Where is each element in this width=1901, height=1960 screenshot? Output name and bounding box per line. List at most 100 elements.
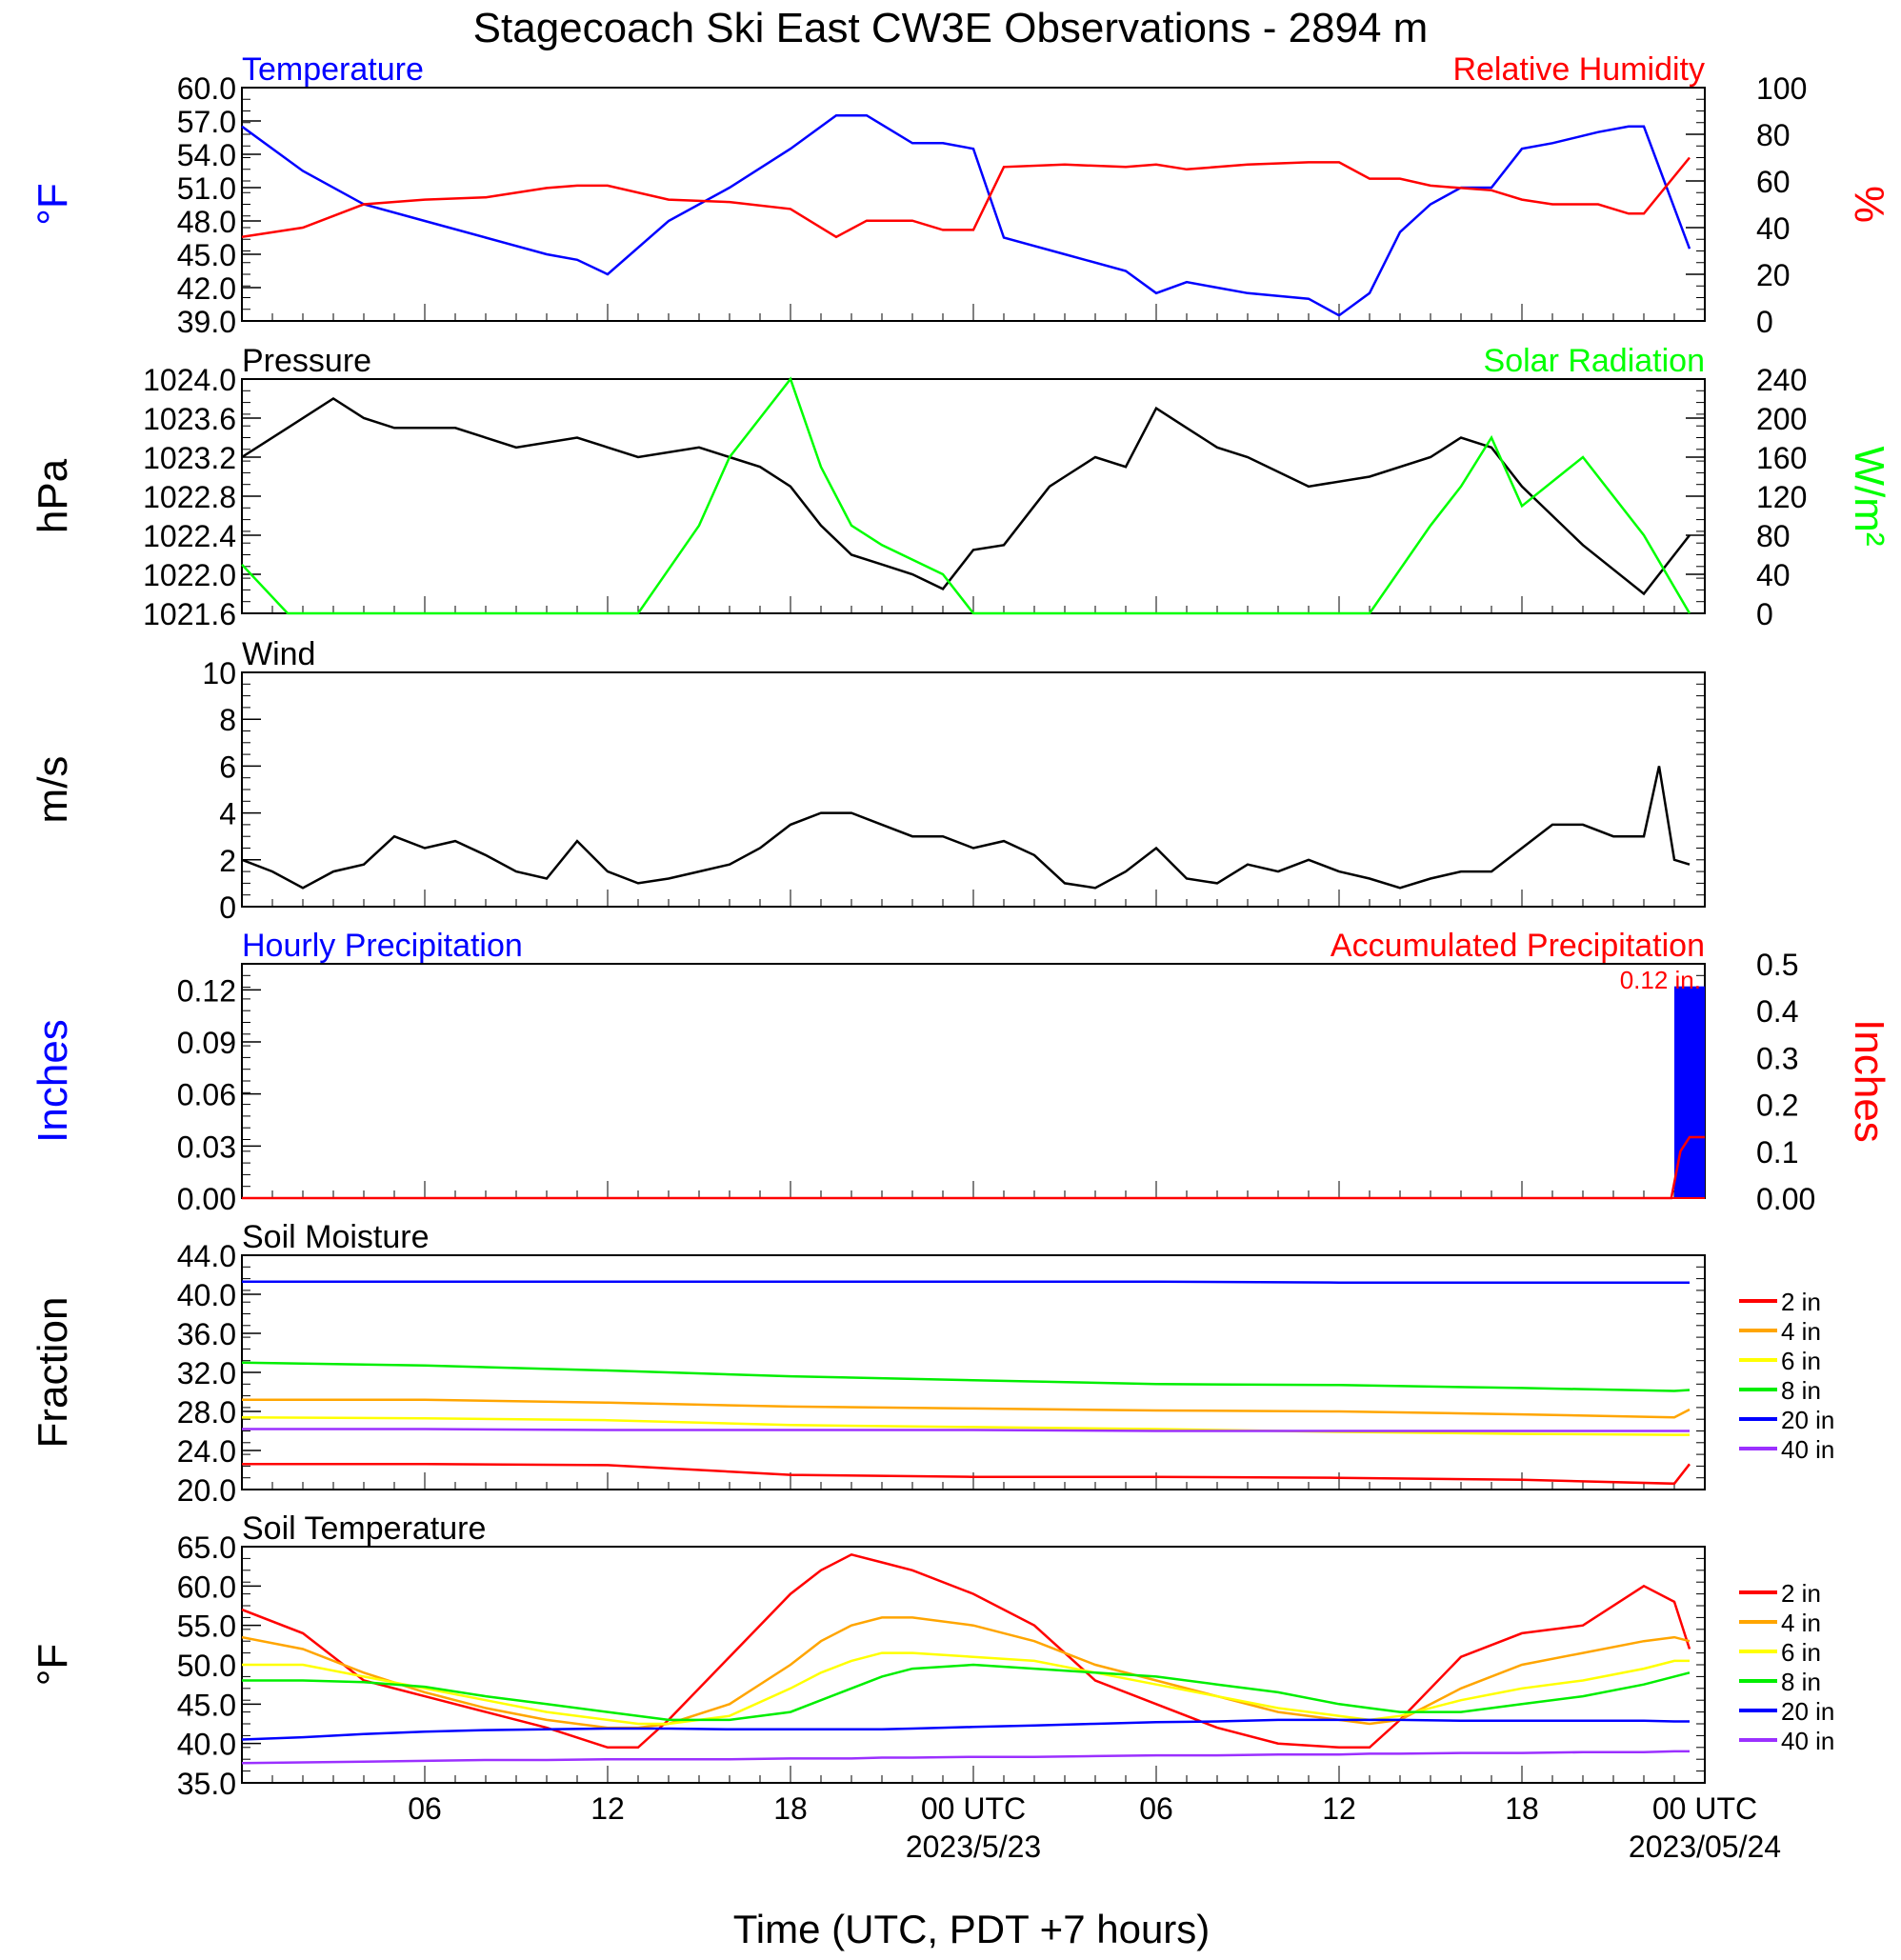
panel-wind: 10 8 6 4 2 0 Wind m/s: [30, 636, 1706, 925]
y-tick-label: 2: [219, 844, 236, 878]
y2-tick-label: 240: [1756, 363, 1807, 397]
legend-label: 4 in: [1781, 1609, 1821, 1637]
y2-tick-label: 20: [1756, 258, 1791, 292]
series-line-6-in: [242, 1651, 1690, 1726]
y-tick-label: 1022.8: [143, 480, 236, 514]
x-tick-label: 12: [590, 1791, 625, 1826]
y-tick-label: 65.0: [177, 1530, 236, 1565]
legend-label: 2 in: [1781, 1579, 1821, 1608]
y2-axis-label: W/m²: [1846, 446, 1892, 546]
panel-right-title: Solar Radiation: [1484, 343, 1705, 379]
y-tick-label: 0: [219, 890, 236, 925]
y-tick-label: 51.0: [177, 171, 236, 206]
y-tick-label: 0.12: [177, 973, 236, 1008]
y2-axis-label: Inches: [1846, 1019, 1892, 1143]
panel-soil-temperature: 65.0 60.0 55.0 50.0 45.0 40.0 35.0 Soil Tempera…: [30, 1510, 1834, 1801]
y2-tick-label: 200: [1756, 402, 1807, 436]
series-line-2-in: [241, 1552, 1691, 1750]
figure-title: Stagecoach Ski East CW3E Observations - …: [473, 5, 1429, 51]
panel-frame: [241, 378, 1706, 614]
y-tick-label: 1023.2: [143, 441, 236, 475]
y-tick-label: 57.0: [177, 105, 236, 139]
series-line-relative-humidity: [241, 156, 1691, 239]
series-line-20-in: [242, 1280, 1690, 1284]
series-line-temperature: [241, 113, 1691, 317]
series-line-accumulated-precipitation: [242, 1135, 1705, 1200]
y-tick-label: 60.0: [177, 71, 236, 106]
series-line-solar-radiation: [241, 376, 1691, 615]
series-line-20-in: [241, 1718, 1690, 1741]
series-line-8-in: [241, 1361, 1691, 1392]
y-tick-label: 39.0: [177, 305, 236, 339]
y-axis-label: Fraction: [30, 1297, 76, 1449]
y2-tick-label: 0.3: [1756, 1041, 1798, 1075]
y-tick-label: 35.0: [177, 1767, 236, 1801]
panel-hourly-precipitation: 0.12 0.09 0.06 0.03 0.00 0.5 0.4 0.3 0.2 0.1 0.00 H…: [30, 928, 1892, 1216]
panel-temperature: 60.057.054.051.048.045.042.039.0 100 80 60 4…: [30, 51, 1892, 339]
y-axis-label: m/s: [30, 756, 76, 824]
x-tick-label: 06: [408, 1791, 442, 1826]
legend-label: 4 in: [1781, 1317, 1821, 1346]
series-line-8-in: [242, 1663, 1691, 1722]
y-tick-label: 28.0: [177, 1395, 236, 1430]
series-line-6-in: [241, 1415, 1690, 1436]
y-tick-label: 4: [219, 797, 236, 831]
x-date-label: 2023/5/23: [906, 1830, 1041, 1864]
y2-tick-label: 0: [1756, 305, 1773, 339]
series-line-wind: [241, 766, 1691, 890]
series-line-40-in: [242, 1428, 1690, 1432]
y2-tick-label: 80: [1756, 519, 1791, 553]
y-tick-label: 10: [202, 656, 236, 690]
x-axis-label: Time (UTC, PDT +7 hours): [733, 1907, 1211, 1951]
y-tick-label: 0.06: [177, 1078, 236, 1112]
y-tick-label: 24.0: [177, 1434, 236, 1469]
x-tick-label: 18: [1505, 1791, 1539, 1826]
legend-label: 6 in: [1781, 1638, 1821, 1667]
series-line-2-in: [242, 1463, 1691, 1486]
y-axis-label: °F: [30, 183, 76, 225]
y-tick-label: 40.0: [177, 1278, 236, 1312]
series-line-4-in: [242, 1398, 1691, 1419]
panel-frame: [241, 87, 1706, 322]
precip-annotation: 0.12 in.: [1620, 966, 1701, 994]
y-tick-label: 0.03: [177, 1130, 236, 1164]
y2-tick-label: 80: [1756, 118, 1791, 152]
y2-tick-label: 60: [1756, 165, 1791, 199]
y-tick-label: 32.0: [177, 1356, 236, 1390]
y2-tick-label: 160: [1756, 441, 1807, 475]
legend-label: 40 in: [1781, 1727, 1834, 1755]
panel-soil-moisture: 44.0 40.0 36.0 32.0 28.0 24.0 20.0 Soil Moistur…: [30, 1219, 1834, 1508]
y2-tick-label: 40: [1756, 211, 1791, 246]
legend-label: 2 in: [1781, 1288, 1821, 1316]
y-tick-label: 60.0: [177, 1570, 236, 1604]
y-tick-label: 6: [219, 750, 236, 784]
y-tick-label: 45.0: [177, 238, 236, 272]
series-line-pressure: [241, 397, 1691, 596]
x-date-label: 2023/05/24: [1629, 1830, 1781, 1864]
y2-tick-label: 0.2: [1756, 1089, 1798, 1123]
x-tick-label: 06: [1139, 1791, 1173, 1826]
y-tick-label: 1021.6: [143, 597, 236, 631]
panel-right-title: Accumulated Precipitation: [1331, 928, 1705, 964]
y-tick-label: 54.0: [177, 138, 236, 172]
y-tick-label: 1022.0: [143, 558, 236, 592]
y2-tick-label: 0: [1756, 597, 1773, 631]
panel-left-title: Wind: [242, 636, 315, 672]
y-tick-label: 20.0: [177, 1473, 236, 1508]
panel-left-title: Pressure: [242, 343, 371, 379]
y-tick-label: 40.0: [177, 1728, 236, 1762]
y2-tick-label: 0.4: [1756, 994, 1798, 1029]
y-tick-label: 50.0: [177, 1649, 236, 1683]
x-axis: 06 12 18 00 UTC 06 12 18 00 UTC 2023/5/23 2023/05…: [408, 1791, 1781, 1864]
y-tick-label: 55.0: [177, 1610, 236, 1644]
y-tick-label: 0.09: [177, 1026, 236, 1060]
y-tick-label: 36.0: [177, 1317, 236, 1351]
legend-label: 20 in: [1781, 1406, 1834, 1434]
legend-label: 8 in: [1781, 1668, 1821, 1696]
series-line-40-in: [241, 1750, 1690, 1765]
legend-label: 20 in: [1781, 1697, 1834, 1726]
y-tick-label: 1023.6: [143, 402, 236, 436]
y-tick-label: 1024.0: [143, 363, 236, 397]
